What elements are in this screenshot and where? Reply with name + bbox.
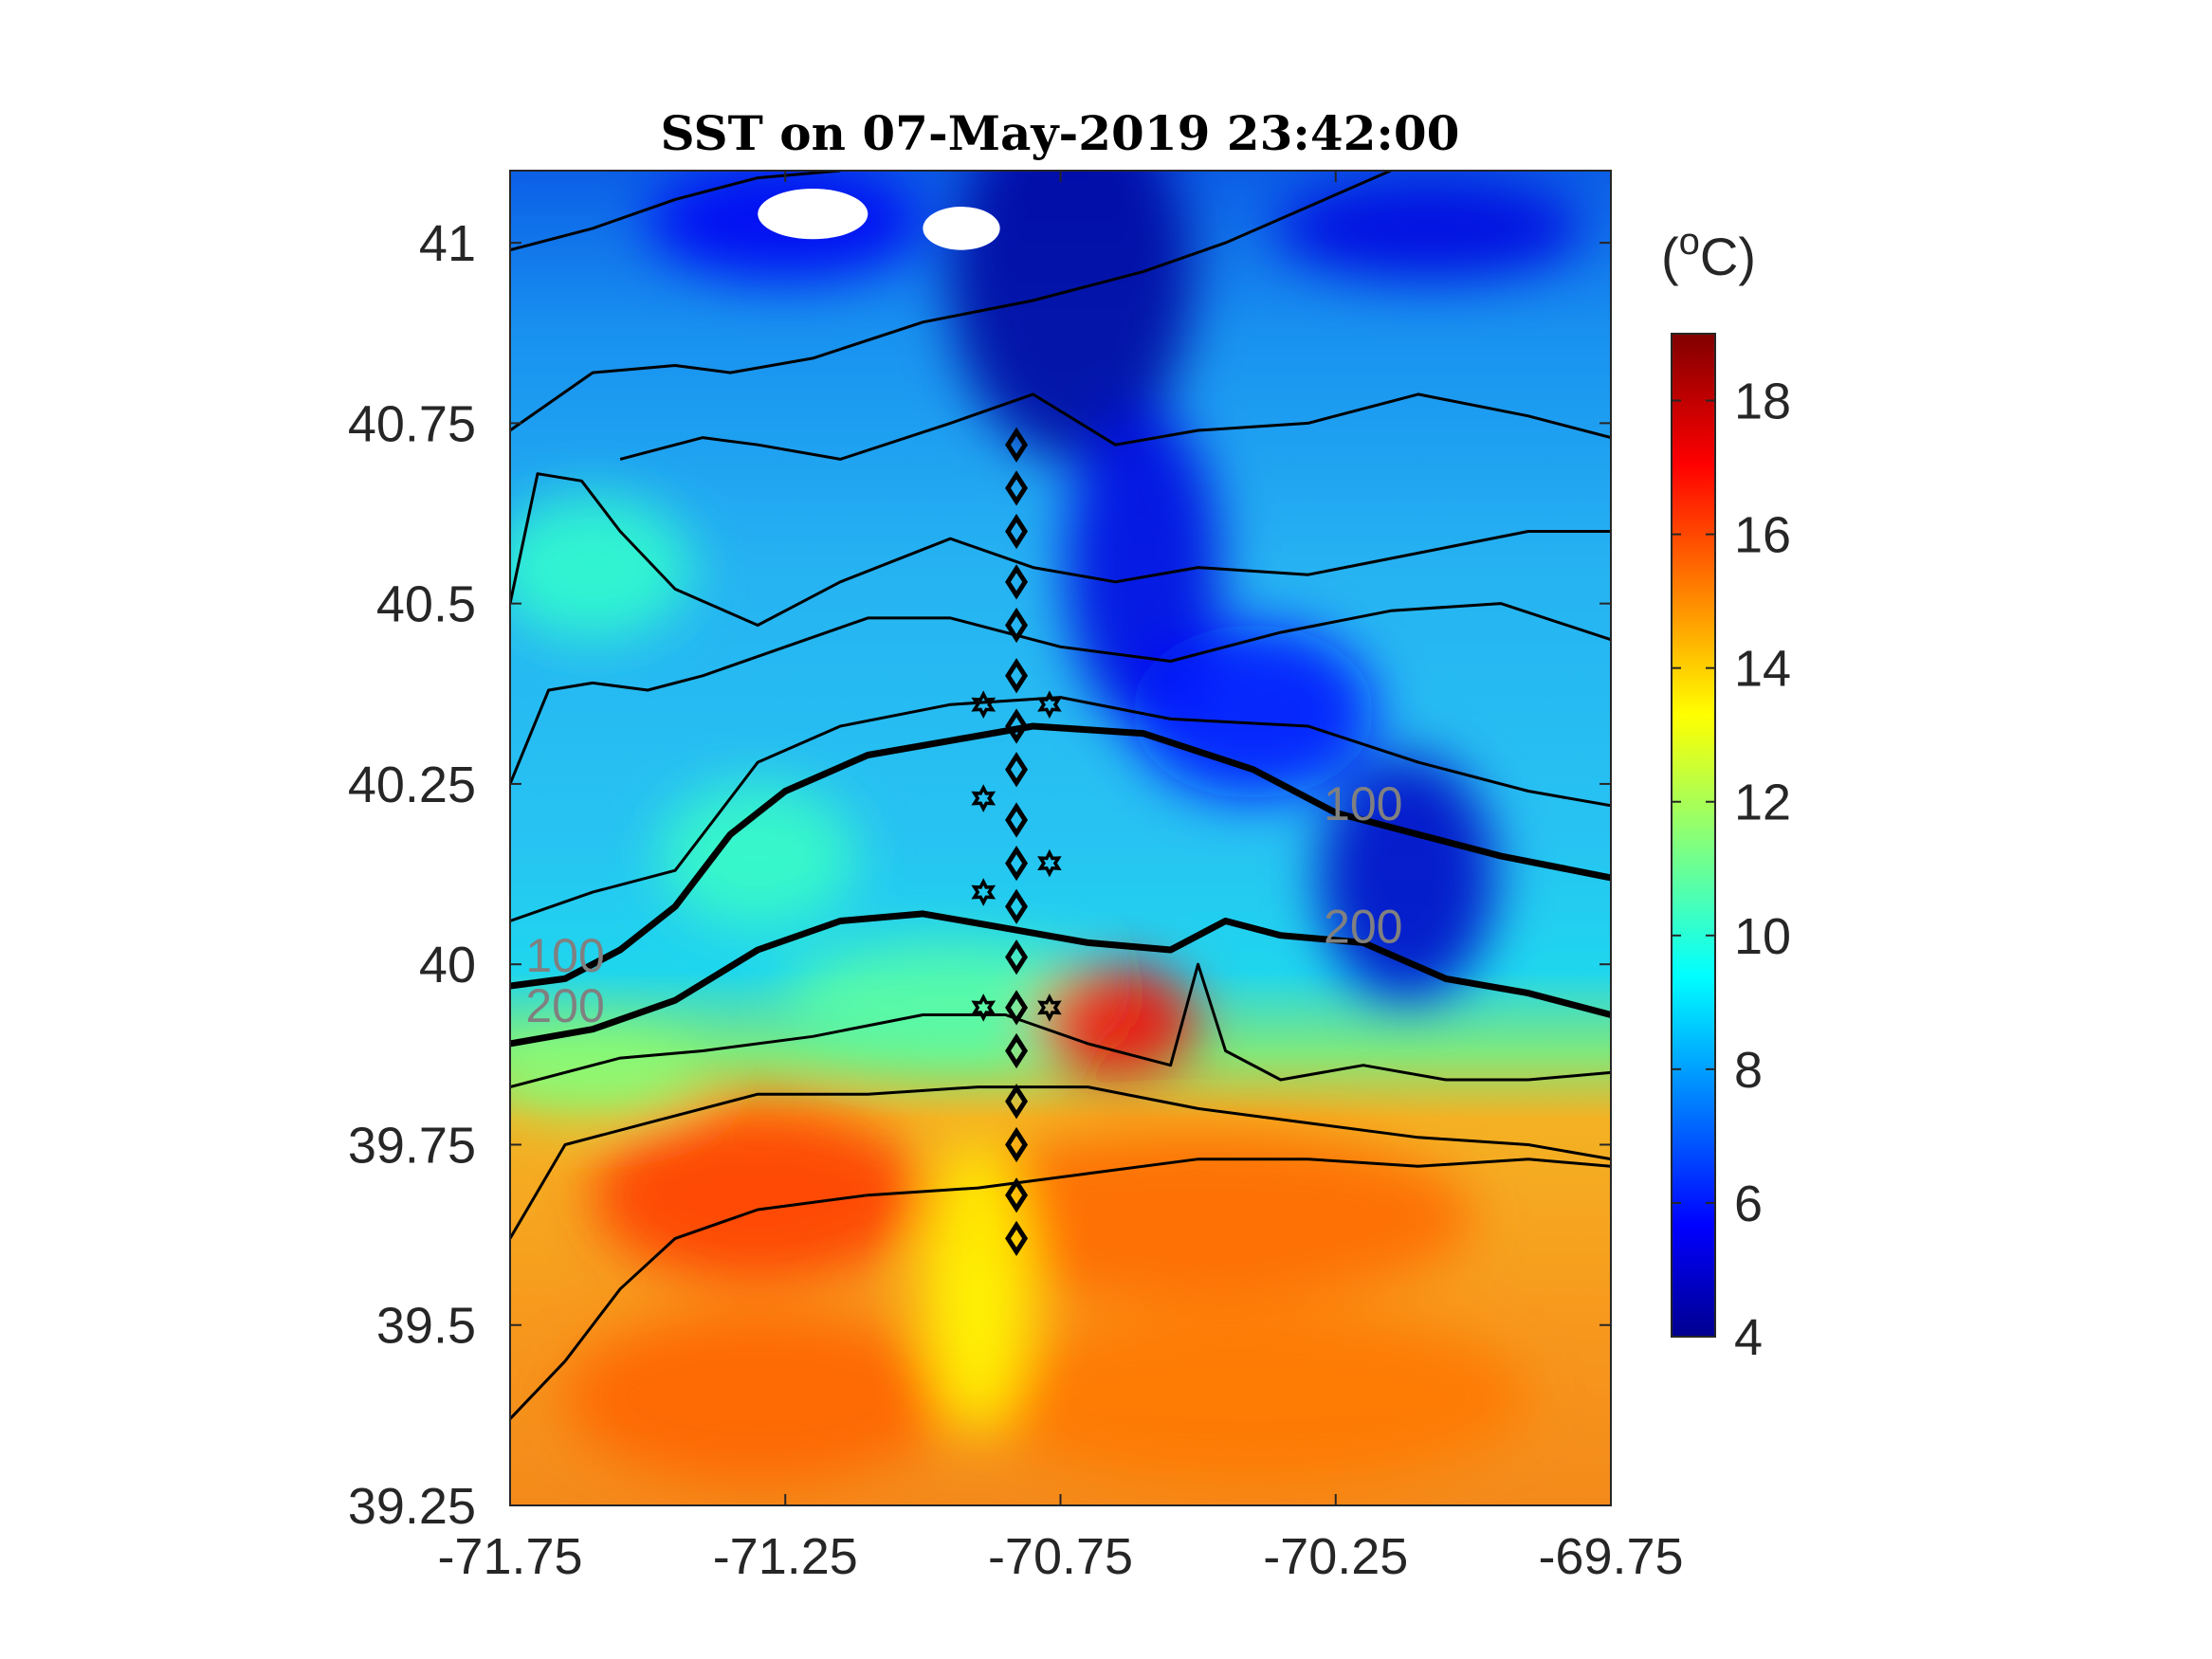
isobath-200-line: [510, 910, 1611, 1048]
station-star: [1037, 994, 1062, 1022]
station-star: [971, 690, 996, 720]
bathymetry-contours: [510, 171, 1611, 1420]
station-diamond: [1005, 470, 1029, 506]
sst-patch: [785, 942, 1116, 1059]
isobath-100-label: 100: [1324, 777, 1402, 830]
station-diamond: [1005, 513, 1029, 550]
contour-line: [619, 392, 1611, 461]
colorbar-tick-label: 18: [1734, 374, 1791, 430]
y-tick-label: 41: [419, 215, 476, 272]
x-tick-label: -69.75: [1538, 1528, 1683, 1585]
contour-line: [510, 472, 1611, 627]
colorbar-tick-label: 6: [1734, 1176, 1763, 1232]
sst-patch: [923, 1144, 1033, 1433]
chart-title: SST on 07-May-2019 23:42:00: [661, 105, 1460, 161]
y-tick-label: 39.5: [376, 1298, 476, 1355]
station-star: [971, 784, 996, 812]
x-tick-label: -71.25: [713, 1528, 858, 1585]
x-tick-label: -71.75: [437, 1528, 582, 1585]
y-tick-label: 40.5: [376, 576, 476, 633]
colorbar-label: (oC): [1661, 221, 1756, 286]
station-diamond: [1005, 708, 1029, 744]
sst-anomalies: [510, 171, 1583, 1485]
sst-patch: [565, 1310, 951, 1485]
cloud-patch: [758, 189, 868, 240]
station-diamond: [1005, 1126, 1029, 1163]
contour-line: [510, 696, 1611, 922]
isobath-100-line: [510, 722, 1611, 990]
station-diamond: [1005, 658, 1029, 694]
sst-patch: [923, 1130, 1473, 1304]
cloud-patch: [923, 207, 1000, 250]
y-tick-label: 40.25: [348, 757, 476, 813]
station-diamond: [1005, 1177, 1029, 1213]
station-diamond: [1005, 939, 1029, 975]
isobath-100-label: 100: [525, 929, 604, 982]
sst-patch: [978, 1310, 1528, 1485]
colorbar-tick-label: 14: [1734, 641, 1791, 698]
axis-ticks: -71.75 -71.25 -70.75 -70.25 -69.75 39.25 39.5 3…: [348, 171, 1684, 1585]
y-tick-label: 40.75: [348, 395, 476, 452]
contour-line: [510, 962, 1611, 1089]
station-star: [1037, 848, 1062, 878]
sst-patch: [1131, 625, 1375, 799]
station-diamond: [1005, 802, 1029, 838]
station-star: [971, 994, 996, 1022]
station-diamond: [1005, 564, 1029, 600]
colorbar-tick-label: 8: [1734, 1042, 1763, 1099]
sst-patch: [1033, 964, 1198, 1080]
sst-patch: [950, 171, 1193, 460]
station-diamond: [1005, 888, 1029, 924]
colorbar: 4 6 8 10 12 14 16 18 (oC): [1661, 221, 1791, 1366]
colorbar-tick-label: 4: [1734, 1309, 1763, 1366]
sst-patch: [1319, 755, 1496, 1001]
colorbar-gradient: [1671, 333, 1716, 1338]
station-star: [971, 878, 996, 906]
stations: [971, 427, 1062, 1257]
colorbar-tick-label: 12: [1734, 775, 1791, 831]
y-tick-label: 39.75: [348, 1117, 476, 1174]
station-star: [1037, 690, 1062, 720]
contour-line: [510, 1158, 1611, 1420]
x-tick-label: -70.75: [988, 1528, 1133, 1585]
station-diamond: [1005, 607, 1029, 644]
sst-patch: [510, 1029, 704, 1117]
x-tick-label: -70.25: [1263, 1528, 1408, 1585]
contour-line: [510, 171, 1392, 432]
cloud-mask: [758, 189, 1000, 250]
station-diamond: [1005, 752, 1029, 788]
isobath-200-label: 200: [1324, 900, 1402, 953]
sst-patch: [1274, 177, 1583, 280]
colorbar-tick-label: 16: [1734, 507, 1791, 564]
contour-line: [510, 1085, 1611, 1240]
sst-patch: [510, 495, 692, 640]
station-diamond: [1005, 846, 1029, 882]
y-tick-label: 40: [419, 937, 476, 994]
station-diamond: [1005, 1084, 1029, 1120]
sst-patch: [658, 783, 857, 929]
isobath-200-label: 200: [525, 979, 604, 1032]
station-diamond: [1005, 427, 1029, 463]
y-tick-label: 39.25: [348, 1478, 476, 1535]
station-diamond: [1005, 1220, 1029, 1257]
station-diamond: [1005, 990, 1029, 1026]
contour-line: [510, 602, 1611, 785]
station-diamond: [1005, 1032, 1029, 1069]
colorbar-tick-label: 10: [1734, 908, 1791, 965]
colorbar-ticks: 4 6 8 10 12 14 16 18: [1672, 374, 1791, 1366]
